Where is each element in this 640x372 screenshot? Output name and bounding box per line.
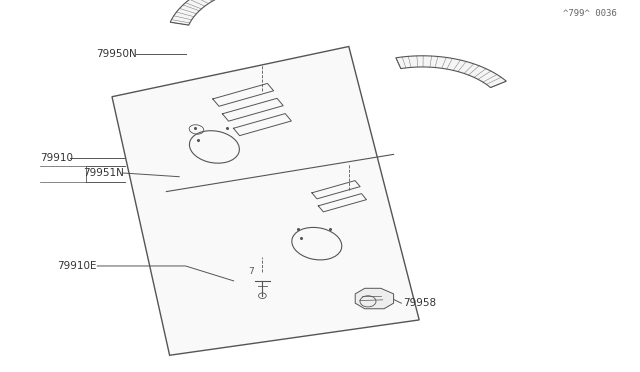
Text: 79910: 79910	[40, 153, 73, 163]
Text: 79958: 79958	[403, 298, 436, 308]
Text: ^799^ 0036: ^799^ 0036	[563, 9, 617, 17]
Polygon shape	[396, 56, 506, 87]
Text: 79951N: 79951N	[83, 168, 124, 178]
Polygon shape	[170, 0, 270, 25]
Polygon shape	[355, 288, 394, 309]
Text: 79910E: 79910E	[58, 261, 97, 271]
Text: 79950N: 79950N	[96, 49, 137, 59]
Text: 7: 7	[248, 267, 253, 276]
Polygon shape	[112, 46, 419, 355]
